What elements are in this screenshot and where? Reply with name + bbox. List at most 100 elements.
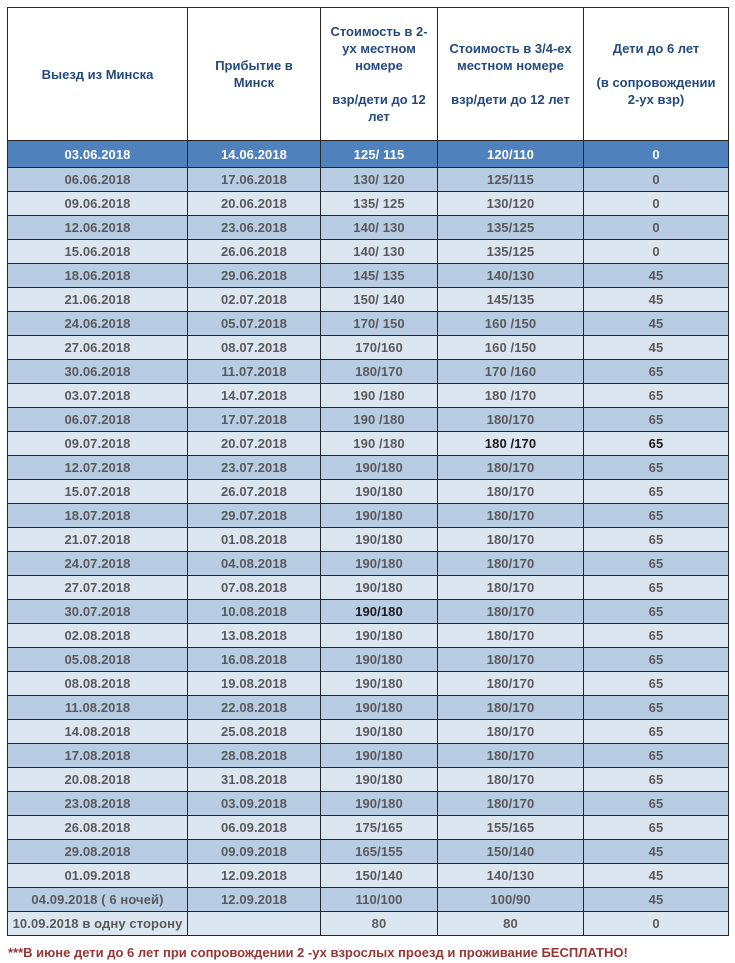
cell-price-double-room: 140/ 130 bbox=[320, 239, 438, 264]
table-row[interactable]: 12.07.2018 23.07.2018 190/180 180/170 65 bbox=[7, 455, 729, 480]
cell-arrival: 19.08.2018 bbox=[187, 671, 321, 696]
cell-child-under-6: 45 bbox=[583, 311, 729, 336]
cell-price-double-room: 190/180 bbox=[320, 767, 438, 792]
cell-departure: 09.06.2018 bbox=[7, 191, 188, 216]
cell-price-multi-room: 150/140 bbox=[437, 839, 584, 864]
cell-price-multi-room: 135/125 bbox=[437, 239, 584, 264]
cell-departure: 23.08.2018 bbox=[7, 791, 188, 816]
cell-price-double-room: 125/ 115 bbox=[320, 140, 438, 168]
table-row[interactable]: 30.06.2018 11.07.2018 180/170 170 /160 6… bbox=[7, 359, 729, 384]
table-row[interactable]: 09.07.2018 20.07.2018 190 /180 180 /170 … bbox=[7, 431, 729, 456]
cell-departure: 24.06.2018 bbox=[7, 311, 188, 336]
table-row[interactable]: 24.07.2018 04.08.2018 190/180 180/170 65 bbox=[7, 551, 729, 576]
cell-price-double-room: 190/180 bbox=[320, 791, 438, 816]
cell-departure: 20.08.2018 bbox=[7, 767, 188, 792]
table-row[interactable]: 27.06.2018 08.07.2018 170/160 160 /150 4… bbox=[7, 335, 729, 360]
cell-arrival: 09.09.2018 bbox=[187, 839, 321, 864]
table-row[interactable]: 12.06.2018 23.06.2018 140/ 130 135/125 0 bbox=[7, 215, 729, 240]
cell-child-under-6: 45 bbox=[583, 887, 729, 912]
cell-arrival: 20.06.2018 bbox=[187, 191, 321, 216]
table-row[interactable]: 15.07.2018 26.07.2018 190/180 180/170 65 bbox=[7, 479, 729, 504]
cell-price-multi-room: 125/115 bbox=[437, 167, 584, 192]
cell-arrival: 28.08.2018 bbox=[187, 743, 321, 768]
cell-departure: 14.08.2018 bbox=[7, 719, 188, 744]
table-row[interactable]: 03.06.2018 14.06.2018 125/ 115 120/110 0 bbox=[7, 140, 729, 168]
col-header-price-multi-room-title: Стоимость в 3/4-ех местном номере bbox=[449, 41, 572, 73]
cell-departure: 27.06.2018 bbox=[7, 335, 188, 360]
cell-price-double-room: 175/165 bbox=[320, 815, 438, 840]
cell-departure: 01.09.2018 bbox=[7, 863, 188, 888]
cell-child-under-6: 65 bbox=[583, 455, 729, 480]
cell-child-under-6: 65 bbox=[583, 791, 729, 816]
table-row[interactable]: 21.07.2018 01.08.2018 190/180 180/170 65 bbox=[7, 527, 729, 552]
cell-departure: 05.08.2018 bbox=[7, 647, 188, 672]
cell-child-under-6: 65 bbox=[583, 407, 729, 432]
table-row[interactable]: 06.07.2018 17.07.2018 190 /180 180/170 6… bbox=[7, 407, 729, 432]
cell-price-multi-room: 180/170 bbox=[437, 791, 584, 816]
table-row[interactable]: 18.06.2018 29.06.2018 145/ 135 140/130 4… bbox=[7, 263, 729, 288]
table-row[interactable]: 20.08.2018 31.08.2018 190/180 180/170 65 bbox=[7, 767, 729, 792]
cell-arrival: 10.08.2018 bbox=[187, 599, 321, 624]
table-row[interactable]: 05.08.2018 16.08.2018 190/180 180/170 65 bbox=[7, 647, 729, 672]
table-row[interactable]: 26.08.2018 06.09.2018 175/165 155/165 65 bbox=[7, 815, 729, 840]
cell-departure: 12.06.2018 bbox=[7, 215, 188, 240]
table-row[interactable]: 23.08.2018 03.09.2018 190/180 180/170 65 bbox=[7, 791, 729, 816]
table-row[interactable]: 15.06.2018 26.06.2018 140/ 130 135/125 0 bbox=[7, 239, 729, 264]
col-header-child-under-6: Дети до 6 лет (в сопровождении 2-ух взр) bbox=[583, 7, 729, 141]
table-row[interactable]: 18.07.2018 29.07.2018 190/180 180/170 65 bbox=[7, 503, 729, 528]
cell-departure: 21.06.2018 bbox=[7, 287, 188, 312]
cell-child-under-6: 0 bbox=[583, 215, 729, 240]
cell-price-double-room: 190/180 bbox=[320, 575, 438, 600]
price-table: Выезд из Минска Прибытие в Минск Стоимос… bbox=[7, 7, 729, 936]
table-row[interactable]: 04.09.2018 ( 6 ночей) 12.09.2018 110/100… bbox=[7, 887, 729, 912]
cell-child-under-6: 45 bbox=[583, 863, 729, 888]
cell-price-double-room: 190 /180 bbox=[320, 383, 438, 408]
table-row[interactable]: 29.08.2018 09.09.2018 165/155 150/140 45 bbox=[7, 839, 729, 864]
cell-arrival: 04.08.2018 bbox=[187, 551, 321, 576]
cell-departure: 15.07.2018 bbox=[7, 479, 188, 504]
cell-child-under-6: 65 bbox=[583, 503, 729, 528]
table-row[interactable]: 02.08.2018 13.08.2018 190/180 180/170 65 bbox=[7, 623, 729, 648]
table-row[interactable]: 09.06.2018 20.06.2018 135/ 125 130/120 0 bbox=[7, 191, 729, 216]
cell-child-under-6: 45 bbox=[583, 287, 729, 312]
cell-arrival: 31.08.2018 bbox=[187, 767, 321, 792]
table-row[interactable]: 03.07.2018 14.07.2018 190 /180 180 /170 … bbox=[7, 383, 729, 408]
table-row[interactable]: 11.08.2018 22.08.2018 190/180 180/170 65 bbox=[7, 695, 729, 720]
cell-price-double-room: 190/180 bbox=[320, 743, 438, 768]
table-row[interactable]: 14.08.2018 25.08.2018 190/180 180/170 65 bbox=[7, 719, 729, 744]
cell-price-double-room: 190/180 bbox=[320, 671, 438, 696]
cell-price-multi-room: 180/170 bbox=[437, 695, 584, 720]
cell-child-under-6: 0 bbox=[583, 239, 729, 264]
cell-price-double-room: 190 /180 bbox=[320, 431, 438, 456]
cell-departure: 26.08.2018 bbox=[7, 815, 188, 840]
cell-arrival: 16.08.2018 bbox=[187, 647, 321, 672]
cell-arrival: 23.06.2018 bbox=[187, 215, 321, 240]
cell-arrival: 12.09.2018 bbox=[187, 887, 321, 912]
table-row[interactable]: 30.07.2018 10.08.2018 190/180 180/170 65 bbox=[7, 599, 729, 624]
cell-price-double-room: 190/180 bbox=[320, 479, 438, 504]
table-row[interactable]: 01.09.2018 12.09.2018 150/140 140/130 45 bbox=[7, 863, 729, 888]
table-row[interactable]: 24.06.2018 05.07.2018 170/ 150 160 /150 … bbox=[7, 311, 729, 336]
cell-arrival: 03.09.2018 bbox=[187, 791, 321, 816]
cell-departure: 08.08.2018 bbox=[7, 671, 188, 696]
col-header-price-double-room-title: Стоимость в 2-ух местном номере bbox=[330, 24, 428, 73]
cell-arrival: 29.06.2018 bbox=[187, 263, 321, 288]
cell-price-multi-room: 180/170 bbox=[437, 407, 584, 432]
cell-price-multi-room: 180 /170 bbox=[437, 431, 584, 456]
table-row[interactable]: 17.08.2018 28.08.2018 190/180 180/170 65 bbox=[7, 743, 729, 768]
cell-price-multi-room: 140/130 bbox=[437, 863, 584, 888]
cell-price-multi-room: 80 bbox=[437, 911, 584, 936]
table-row[interactable]: 06.06.2018 17.06.2018 130/ 120 125/115 0 bbox=[7, 167, 729, 192]
table-row[interactable]: 21.06.2018 02.07.2018 150/ 140 145/135 4… bbox=[7, 287, 729, 312]
cell-departure: 06.06.2018 bbox=[7, 167, 188, 192]
cell-price-multi-room: 100/90 bbox=[437, 887, 584, 912]
table-row[interactable]: 08.08.2018 19.08.2018 190/180 180/170 65 bbox=[7, 671, 729, 696]
cell-child-under-6: 0 bbox=[583, 911, 729, 936]
cell-price-multi-room: 180 /170 bbox=[437, 383, 584, 408]
cell-price-multi-room: 180/170 bbox=[437, 575, 584, 600]
table-row[interactable]: 10.09.2018 в одну сторону 80 80 0 bbox=[7, 911, 729, 936]
cell-departure: 21.07.2018 bbox=[7, 527, 188, 552]
cell-arrival: 08.07.2018 bbox=[187, 335, 321, 360]
cell-arrival: 17.07.2018 bbox=[187, 407, 321, 432]
table-row[interactable]: 27.07.2018 07.08.2018 190/180 180/170 65 bbox=[7, 575, 729, 600]
